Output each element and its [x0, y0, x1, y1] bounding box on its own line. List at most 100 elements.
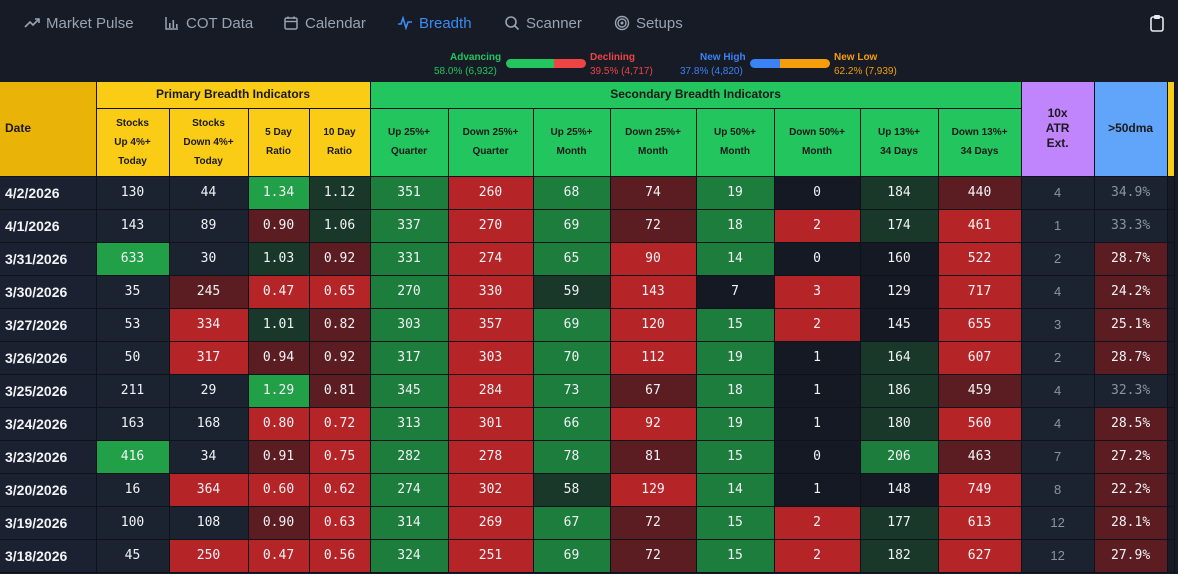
- table-row[interactable]: 3/30/2026 35 245 0.47 0.65 270 330 59 143 7 3 129 71…: [0, 275, 1175, 309]
- nav-cot-data[interactable]: COT Data: [164, 13, 253, 33]
- column-header-3[interactable]: 10 Day Ratio: [309, 108, 371, 177]
- date-cell: 3/30/2026: [0, 275, 97, 309]
- atr-cell: 4: [1021, 374, 1095, 408]
- nav-market-pulse[interactable]: Market Pulse: [24, 13, 134, 33]
- value-cell: 34: [169, 440, 249, 474]
- breadth-table-container[interactable]: Date Primary Breadth Indicators Secondar…: [0, 82, 1178, 574]
- atr-cell: 2: [1021, 242, 1095, 276]
- value-cell: 2: [774, 308, 861, 342]
- value-cell: 180: [860, 407, 939, 441]
- edge-cell: [1167, 539, 1175, 573]
- column-header-0[interactable]: Stocks Up 4%+ Today: [96, 108, 170, 177]
- column-header-line: 5 Day: [265, 127, 292, 138]
- value-cell: 0.81: [309, 374, 371, 408]
- dma-cell: 25.1%: [1094, 308, 1168, 342]
- date-cell: 3/23/2026: [0, 440, 97, 474]
- edge-cell: [1167, 473, 1175, 507]
- table-row[interactable]: 4/1/2026 143 89 0.90 1.06 337 270 69 72 18 2 174 461…: [0, 209, 1175, 243]
- value-cell: 53: [96, 308, 170, 342]
- column-header-11[interactable]: Down 13%+ 34 Days: [938, 108, 1022, 177]
- table-row[interactable]: 3/25/2026 211 29 1.29 0.81 345 284 73 67 18 1 186 45…: [0, 374, 1175, 408]
- column-header-line: Up 50%+: [714, 127, 756, 138]
- column-header-line: Up 25%+: [388, 127, 430, 138]
- value-cell: 0.92: [309, 341, 371, 375]
- value-cell: 317: [169, 341, 249, 375]
- value-cell: 129: [860, 275, 939, 309]
- table-row[interactable]: 3/19/2026 100 108 0.90 0.63 314 269 67 72 15 2 177 6…: [0, 506, 1175, 540]
- clipboard-icon[interactable]: [1150, 14, 1164, 32]
- value-cell: 0.91: [248, 440, 310, 474]
- edge-cell: [1167, 275, 1175, 309]
- column-header-atr[interactable]: 10x ATR Ext.: [1021, 82, 1095, 177]
- value-cell: 206: [860, 440, 939, 474]
- value-cell: 0.92: [309, 242, 371, 276]
- nav-label: Setups: [636, 14, 683, 32]
- column-header-line: Month: [802, 146, 832, 157]
- column-header-line: Today: [194, 155, 223, 167]
- column-header-1[interactable]: Stocks Down 4%+ Today: [169, 108, 249, 177]
- atr-cell: 2: [1021, 341, 1095, 375]
- value-cell: 0.47: [248, 275, 310, 309]
- value-cell: 2: [774, 506, 861, 540]
- edge-cell: [1167, 374, 1175, 408]
- value-cell: 303: [448, 341, 534, 375]
- atr-cell: 12: [1021, 539, 1095, 573]
- value-cell: 81: [610, 440, 697, 474]
- column-header-line: 10 Day: [323, 127, 356, 138]
- table-row[interactable]: 3/26/2026 50 317 0.94 0.92 317 303 70 112 19 1 164 6…: [0, 341, 1175, 375]
- value-cell: 184: [860, 176, 939, 210]
- column-header-line: Stocks: [116, 117, 149, 129]
- dma-cell: 22.2%: [1094, 473, 1168, 507]
- date-cell: 4/2/2026: [0, 176, 97, 210]
- value-cell: 14: [696, 473, 775, 507]
- column-header-7[interactable]: Down 25%+ Month: [610, 108, 697, 177]
- column-header-line: Ratio: [266, 146, 291, 157]
- column-header-10[interactable]: Up 13%+ 34 Days: [860, 108, 939, 177]
- nav-setups[interactable]: Setups: [614, 13, 683, 33]
- value-cell: 560: [938, 407, 1022, 441]
- dma-cell: 33.3%: [1094, 209, 1168, 243]
- value-cell: 168: [169, 407, 249, 441]
- value-cell: 1.12: [309, 176, 371, 210]
- value-cell: 613: [938, 506, 1022, 540]
- table-row[interactable]: 3/27/2026 53 334 1.01 0.82 303 357 69 120 15 2 145 6…: [0, 308, 1175, 342]
- date-cell: 3/20/2026: [0, 473, 97, 507]
- nav-scanner[interactable]: Scanner: [504, 13, 582, 33]
- column-header-6[interactable]: Up 25%+ Month: [533, 108, 611, 177]
- column-header-9[interactable]: Down 50%+ Month: [774, 108, 861, 177]
- dma-cell: 32.3%: [1094, 374, 1168, 408]
- nav-calendar[interactable]: Calendar: [283, 13, 366, 33]
- value-cell: 2: [774, 209, 861, 243]
- value-cell: 45: [96, 539, 170, 573]
- value-cell: 245: [169, 275, 249, 309]
- table-row[interactable]: 3/20/2026 16 364 0.60 0.62 274 302 58 129 14 1 148 7…: [0, 473, 1175, 507]
- table-row[interactable]: 3/24/2026 163 168 0.80 0.72 313 301 66 92 19 1 180 5…: [0, 407, 1175, 441]
- value-cell: 15: [696, 539, 775, 573]
- column-header-date[interactable]: Date: [0, 82, 97, 177]
- value-cell: 14: [696, 242, 775, 276]
- value-cell: 15: [696, 440, 775, 474]
- value-cell: 0.90: [248, 209, 310, 243]
- table-row[interactable]: 4/2/2026 130 44 1.34 1.12 351 260 68 74 19 0 184 440…: [0, 176, 1175, 210]
- value-cell: 1.03: [248, 242, 310, 276]
- table-row[interactable]: 3/31/2026 633 30 1.03 0.92 331 274 65 90 14 0 160 52…: [0, 242, 1175, 276]
- column-header-4[interactable]: Up 25%+ Quarter: [370, 108, 449, 177]
- value-cell: 19: [696, 176, 775, 210]
- dma-cell: 27.2%: [1094, 440, 1168, 474]
- column-header-8[interactable]: Up 50%+ Month: [696, 108, 775, 177]
- column-header-line: Ratio: [327, 146, 352, 157]
- column-header-50dma[interactable]: >50dma: [1094, 82, 1168, 177]
- value-cell: 50: [96, 341, 170, 375]
- nav-label: Market Pulse: [46, 14, 134, 32]
- value-cell: 314: [370, 506, 449, 540]
- value-cell: 177: [860, 506, 939, 540]
- nav-breadth[interactable]: Breadth: [397, 13, 472, 33]
- column-header-5[interactable]: Down 25%+ Quarter: [448, 108, 534, 177]
- column-header-2[interactable]: 5 Day Ratio: [248, 108, 310, 177]
- date-cell: 3/27/2026: [0, 308, 97, 342]
- table-row[interactable]: 3/18/2026 45 250 0.47 0.56 324 251 69 72 15 2 182 62…: [0, 539, 1175, 573]
- value-cell: 416: [96, 440, 170, 474]
- value-cell: 7: [696, 275, 775, 309]
- date-cell: 3/24/2026: [0, 407, 97, 441]
- table-row[interactable]: 3/23/2026 416 34 0.91 0.75 282 278 78 81 15 0 206 46…: [0, 440, 1175, 474]
